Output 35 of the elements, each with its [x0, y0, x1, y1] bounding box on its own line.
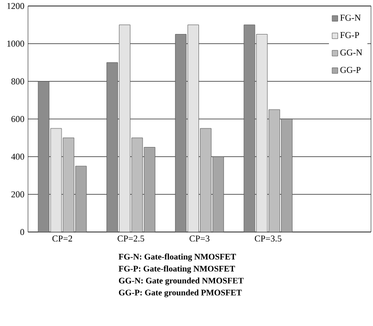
- x-tick-label: CP=3.5: [254, 236, 282, 242]
- x-tick-label: CP=2: [52, 236, 72, 242]
- bar: [244, 24, 256, 232]
- bar: [75, 166, 87, 232]
- bar: [38, 81, 50, 232]
- bar: [256, 34, 268, 232]
- bar: [62, 138, 74, 232]
- y-tick-label: 400: [11, 154, 24, 160]
- legend-label: FG-P: [340, 32, 360, 38]
- text: GG-N: Gate grounded NMOSFET: [118, 278, 244, 286]
- bar: [106, 62, 118, 232]
- legend-label: GG-P: [340, 66, 361, 73]
- x-tick-label: CP=2.5: [118, 236, 144, 242]
- y-tick-label: 800: [11, 78, 24, 84]
- bar: [50, 128, 62, 232]
- bar: [188, 24, 199, 232]
- legend-label: GG-N: [340, 49, 362, 56]
- bar: [118, 24, 130, 232]
- y-tick-label: 1000: [7, 40, 24, 47]
- legend-label: FG-N: [340, 14, 361, 21]
- y-tick-label: 1200: [7, 2, 24, 10]
- text: GG-P: Gate grounded PMOSFET: [118, 289, 242, 298]
- text: FG-P: Gate-floating NMOSFET: [118, 265, 236, 274]
- x-tick-label: CP=3: [190, 236, 210, 242]
- bar: [144, 147, 156, 232]
- text: FG-N: Gate-floating NMOSFET: [118, 254, 236, 262]
- y-tick-label: 600: [11, 116, 24, 122]
- y-tick-label: 200: [11, 191, 24, 198]
- bar: [212, 156, 224, 232]
- y-tick-label: 0: [20, 228, 24, 236]
- bar: [175, 34, 186, 232]
- bar: [268, 109, 280, 232]
- bar: [281, 118, 292, 232]
- bar: [200, 128, 212, 232]
- bar: [131, 138, 143, 232]
